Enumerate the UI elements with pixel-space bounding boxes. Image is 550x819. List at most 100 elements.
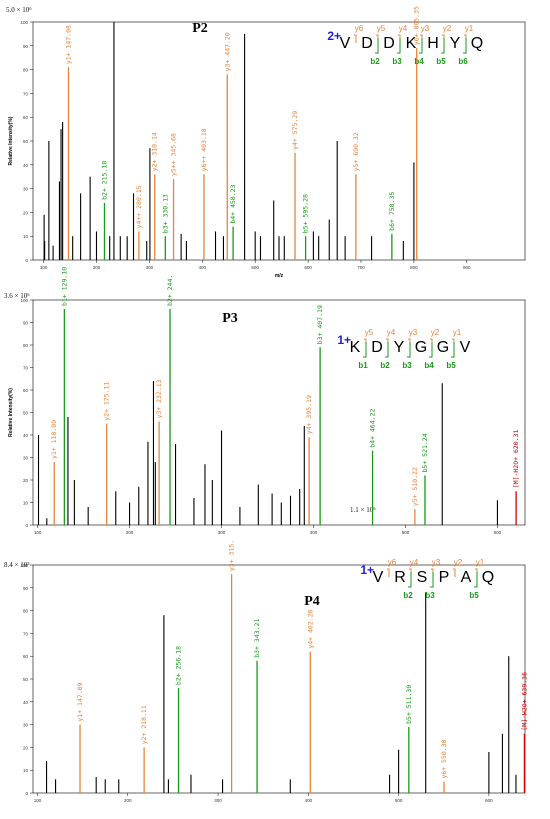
peak-label: y3+ 315.	[228, 540, 236, 571]
peak-label: y3+ 447.20	[223, 32, 231, 71]
peak-label: b3+ 407.19	[316, 305, 324, 344]
y-ion-bracket	[387, 568, 390, 577]
spectrum-panel-p3: 0 10 20 30 40 50 60 70 80 90 100 100 200 300 400 500 600…	[4, 267, 526, 535]
y-tick-label: 0	[25, 258, 28, 263]
sequence-residue: K	[350, 339, 361, 356]
y-tick-label: 60	[23, 388, 29, 393]
peak-label: b2+ 244.	[166, 275, 174, 306]
peak-label: y4+ 395.19	[305, 395, 313, 434]
sequence-residue: S	[417, 569, 428, 586]
y-ion-label: y3	[421, 24, 430, 33]
charge-state: 1+	[360, 563, 374, 577]
y-tick-label: 80	[23, 609, 29, 614]
intensity-scale-label: 8.4 × 10⁵	[4, 561, 30, 569]
y-ion-label: y6	[388, 558, 397, 567]
y-ion-label: y2	[443, 24, 452, 33]
plot-frame	[32, 564, 526, 794]
x-tick-label: 900	[463, 265, 471, 270]
y-tick-label: 20	[23, 210, 29, 215]
sequence-residue: Y	[394, 339, 405, 356]
charge-state: 2+	[327, 29, 341, 43]
peak-label: y1+ 118.09	[50, 420, 58, 459]
y-tick-label: 20	[23, 745, 29, 750]
y-tick-label: 40	[23, 163, 29, 168]
y-tick-label: 10	[23, 234, 29, 239]
y-tick-label: 70	[23, 631, 29, 636]
b-ion-bracket	[385, 342, 389, 358]
y-ion-bracket	[453, 568, 456, 577]
y-ion-label: y6	[355, 24, 364, 33]
peak-label: y6+ 550.30	[440, 739, 448, 778]
peak-label: y3+ 232.13	[155, 379, 163, 418]
x-tick-label: 200	[126, 530, 134, 535]
peak-label: b4+ 458.23	[229, 184, 237, 223]
y-tick-label: 90	[23, 321, 29, 326]
b-ion-label: b1	[358, 361, 368, 370]
y-tick-label: 40	[23, 433, 29, 438]
x-tick-label: 200	[93, 265, 101, 270]
peak-label: b5+ 595.28	[302, 194, 310, 233]
y-ion-label: y5	[377, 24, 386, 33]
b-ion-bracket	[419, 38, 423, 54]
x-tick-label: 200	[124, 798, 132, 803]
sequence-residue: D	[361, 35, 373, 52]
b-ion-bracket	[463, 38, 467, 54]
y-tick-label: 0	[25, 523, 28, 528]
peak-label: b2+ 215.10	[100, 161, 108, 200]
y-tick-label: 80	[23, 68, 29, 73]
b-ion-label: b4	[414, 57, 424, 66]
y-tick-label: 60	[23, 654, 29, 659]
x-axis-label: m/z	[275, 273, 284, 279]
sequence-residue: H	[427, 35, 439, 52]
y-tick-label: 90	[23, 586, 29, 591]
y-tick-label: 0	[25, 791, 28, 796]
y-ion-label: y4	[399, 24, 408, 33]
b-ion-bracket	[441, 38, 445, 54]
b-ion-label: b2	[370, 57, 380, 66]
y-tick-label: 50	[23, 411, 29, 416]
x-tick-label: 300	[214, 798, 222, 803]
panel-title: P2	[192, 21, 208, 36]
intensity-scale-label: 3.6 × 10⁶	[4, 292, 30, 300]
sequence-residue: Y	[450, 35, 461, 52]
y-tick-label: 50	[23, 139, 29, 144]
b-ion-label: b2	[403, 591, 413, 600]
b-ion-bracket	[430, 572, 434, 588]
peak-label: [M]-H2O+ 620.31	[512, 429, 520, 488]
b-ion-bracket	[363, 342, 367, 358]
b-ion-label: b2	[380, 361, 390, 370]
sequence-residue: Q	[482, 569, 494, 586]
x-tick-label: 600	[485, 798, 493, 803]
peak-label: y1+ 147.09	[76, 682, 84, 721]
x-tick-label: 600	[304, 265, 312, 270]
x-tick-label: 800	[410, 265, 418, 270]
sequence-residue: V	[373, 569, 384, 586]
y-tick-label: 30	[23, 456, 29, 461]
x-tick-label: 100	[40, 265, 48, 270]
x-tick-label: 500	[251, 265, 259, 270]
peak-label: y4+ 575.29	[291, 111, 299, 150]
y-tick-label: 30	[23, 187, 29, 192]
y-tick-label: 100	[20, 20, 28, 25]
peak-label: y2+ 310.14	[151, 132, 159, 171]
y-tick-label: 100	[20, 298, 28, 303]
peak-label: b1+ 129.10	[60, 267, 68, 306]
peak-label: [M]-H2O+ 639.36	[520, 672, 528, 731]
x-tick-label: 400	[310, 530, 318, 535]
peak-label: b5+ 521.24	[421, 433, 429, 472]
y-tick-label: 10	[23, 768, 29, 773]
spectrum-panel-p2: 0 10 20 30 40 50 60 70 80 90 100 100 200 300 400 500 600…	[6, 6, 526, 279]
b-ion-label: b3	[425, 591, 435, 600]
b-ion-label: b5	[469, 591, 479, 600]
b-ion-label: b3	[402, 361, 412, 370]
y-tick-label: 40	[23, 700, 29, 705]
peak-label: y5+ 690.32	[352, 132, 360, 171]
y-ion-label: y5	[365, 328, 374, 337]
intensity-scale-label: 5.0 × 10⁶	[6, 6, 32, 14]
peak-label: y5++ 345.68	[170, 133, 178, 176]
x-tick-label: 500	[402, 530, 410, 535]
x-tick-label: 100	[34, 798, 42, 803]
b-ion-label: b5	[446, 361, 456, 370]
sequence-residue: G	[415, 339, 427, 356]
peak-label: b2+ 256.18	[175, 646, 183, 685]
